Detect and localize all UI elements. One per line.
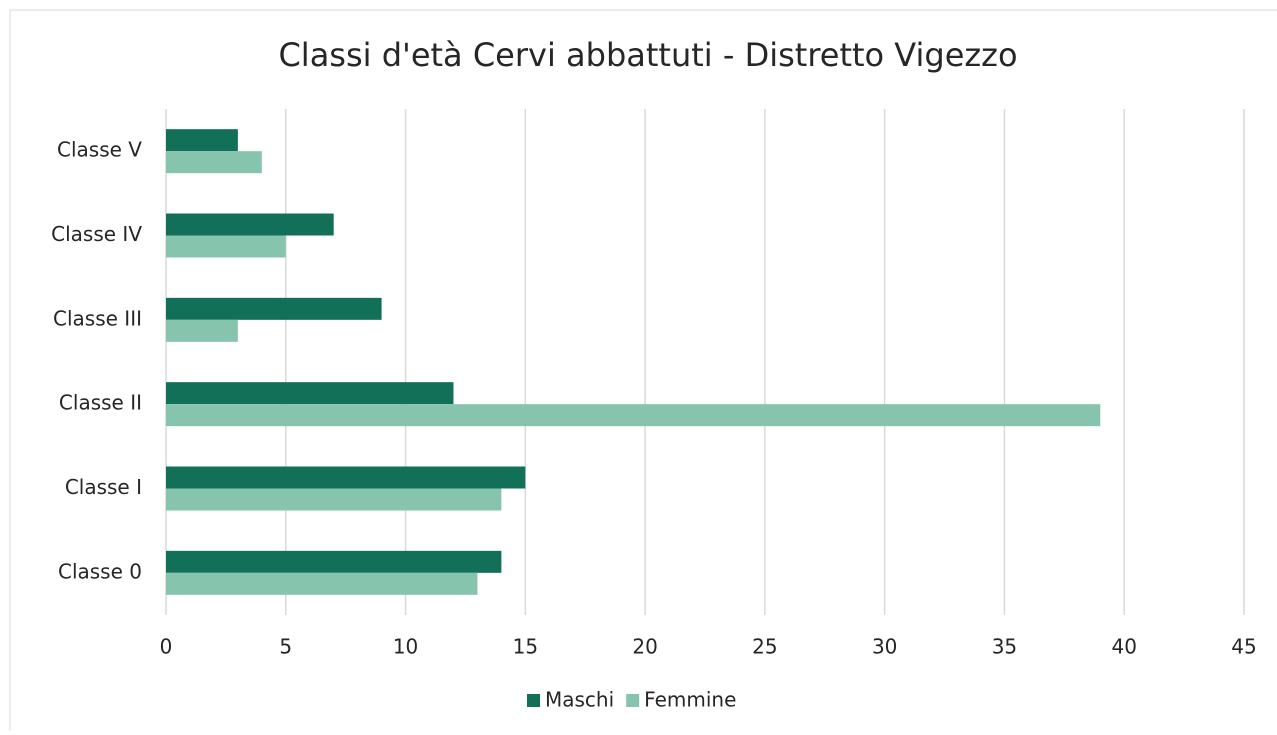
bar: [166, 404, 1101, 427]
x-tick-label: 30: [872, 635, 897, 659]
bar: [166, 235, 286, 258]
y-tick-label: Classe 0: [58, 559, 142, 583]
bar: [166, 550, 502, 573]
x-tick-label: 45: [1231, 635, 1256, 659]
y-tick-label: Classe I: [65, 475, 142, 499]
y-tick-label: Classe III: [53, 306, 142, 330]
chart-frame: [9, 9, 1277, 735]
legend-label: Maschi: [545, 688, 614, 712]
x-tick-label: 15: [513, 635, 538, 659]
bar: [166, 572, 478, 595]
bar: [166, 382, 454, 405]
y-tick-label: Classe V: [57, 138, 142, 162]
y-tick-label: Classe IV: [51, 222, 142, 246]
legend-swatch: [626, 694, 640, 707]
x-tick-label: 35: [992, 635, 1017, 659]
legend-swatch: [527, 694, 540, 707]
bar: [166, 129, 238, 152]
chart-title: Classi d'età Cervi abbattuti - Distretto…: [278, 36, 1017, 74]
x-tick-label: 0: [160, 635, 173, 659]
bar: [166, 488, 502, 511]
x-tick-label: 25: [752, 635, 777, 659]
bar: [166, 297, 382, 320]
bar: [166, 213, 334, 236]
bar: [166, 151, 262, 174]
legend-label: Femmine: [644, 688, 736, 712]
y-tick-label: Classe II: [59, 391, 142, 415]
x-tick-label: 10: [393, 635, 418, 659]
x-tick-label: 5: [279, 635, 292, 659]
bar: [166, 319, 238, 342]
bar: [166, 466, 526, 489]
x-tick-label: 20: [632, 635, 657, 659]
x-tick-label: 40: [1111, 635, 1136, 659]
